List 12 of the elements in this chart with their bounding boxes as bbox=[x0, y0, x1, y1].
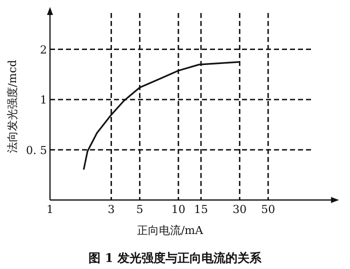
x-tick-label: 30 bbox=[232, 203, 247, 216]
y-tick-label: 0. 5 bbox=[26, 144, 47, 157]
y-axis-title: 法向发光强度/mcd bbox=[6, 60, 19, 154]
x-tick-label: 50 bbox=[261, 203, 276, 216]
x-tick-label: 15 bbox=[194, 203, 208, 216]
x-axis-title: 正向电流/mA bbox=[136, 224, 204, 237]
text: 图 1 发光强度与正向电流的关系 bbox=[88, 251, 262, 265]
x-tick-label: 10 bbox=[171, 203, 186, 216]
x-tick-label: 5 bbox=[136, 203, 144, 216]
y-tick-label: 1 bbox=[40, 94, 47, 107]
y-tick-label: 2 bbox=[40, 43, 47, 56]
x-tick-label: 3 bbox=[108, 203, 115, 216]
